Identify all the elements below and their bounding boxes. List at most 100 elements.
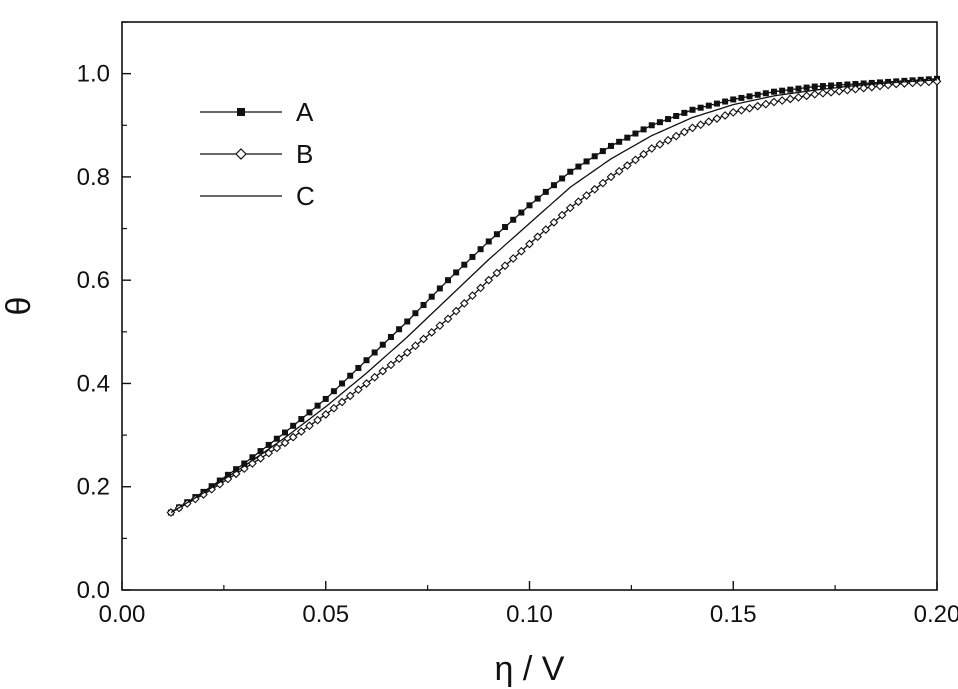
data-point-A — [387, 333, 394, 340]
data-point-A — [648, 122, 655, 129]
data-point-A — [322, 395, 329, 402]
data-point-B — [321, 410, 331, 419]
data-point-A — [762, 90, 769, 97]
data-point-B — [280, 438, 290, 448]
data-point-A — [518, 209, 525, 216]
data-point-B — [427, 327, 437, 337]
plot-border — [121, 21, 938, 591]
x-tick-label: 0.05 — [302, 601, 349, 628]
data-point-B — [720, 111, 730, 120]
data-point-B — [622, 161, 632, 170]
data-point-A — [445, 277, 451, 284]
data-point-B — [329, 403, 339, 413]
data-point-A — [249, 454, 256, 461]
data-point-B — [443, 314, 453, 324]
legend-label: C — [296, 181, 315, 211]
series-C — [170, 79, 938, 514]
x-tick-label: 0.20 — [914, 601, 958, 628]
data-point-A — [355, 364, 362, 371]
data-point-B — [875, 81, 885, 91]
data-point-A — [624, 134, 631, 141]
data-point-A — [852, 80, 859, 87]
data-point-B — [818, 88, 828, 98]
y-tick-label: 0.6 — [77, 267, 110, 294]
data-point-A — [534, 195, 541, 202]
data-point-B — [435, 321, 445, 330]
data-point-B — [769, 97, 779, 107]
data-point-B — [402, 348, 412, 357]
data-point-B — [606, 172, 616, 182]
data-point-B — [696, 120, 706, 130]
data-point-A — [689, 106, 696, 113]
data-point-B — [199, 490, 208, 499]
series-line-A — [170, 78, 938, 514]
data-point-A — [412, 310, 419, 317]
data-point-A — [616, 138, 623, 145]
data-point-B — [345, 391, 355, 401]
data-point-B — [794, 93, 803, 102]
legend-label: B — [296, 139, 313, 169]
data-point-A — [828, 82, 835, 89]
data-point-B — [525, 239, 534, 249]
data-point-B — [712, 114, 722, 123]
data-point-B — [394, 354, 404, 364]
data-point-B — [296, 427, 306, 436]
x-axis-title: η / V — [495, 650, 565, 688]
data-point-A — [265, 441, 272, 448]
data-point-B — [671, 131, 681, 141]
legend-label: A — [296, 97, 314, 127]
data-point-B — [785, 94, 795, 104]
data-point-A — [542, 188, 549, 195]
data-point-A — [787, 86, 794, 93]
plot-frame — [121, 21, 938, 591]
x-axis-ticks: 0.00 0.05 0.10 0.15 0.20 — [99, 581, 958, 628]
data-point-A — [730, 96, 737, 103]
data-point-A — [640, 126, 647, 133]
data-point-B — [631, 155, 640, 165]
data-point-B — [679, 127, 689, 137]
data-point-A — [575, 163, 582, 170]
data-point-A — [379, 341, 386, 348]
legend-marker — [237, 108, 245, 116]
data-point-A — [681, 109, 688, 116]
data-point-A — [257, 448, 264, 455]
data-point-A — [697, 104, 704, 111]
data-point-A — [836, 81, 843, 88]
data-point-B — [541, 225, 551, 234]
data-point-B — [777, 96, 787, 105]
data-point-B — [745, 103, 754, 113]
data-point-A — [722, 98, 729, 105]
data-point-B — [451, 306, 461, 316]
data-point-A — [436, 285, 443, 292]
data-point-A — [526, 202, 533, 209]
data-point-B — [655, 140, 665, 149]
data-point-A — [656, 119, 663, 126]
series-A — [167, 75, 940, 516]
data-point-A — [233, 466, 240, 473]
legend-item-C: C — [200, 181, 315, 211]
data-point-B — [386, 360, 396, 370]
data-point-B — [484, 275, 494, 285]
data-point-B — [728, 107, 738, 117]
data-point-B — [565, 203, 575, 213]
data-point-A — [298, 416, 305, 423]
data-point-B — [516, 246, 526, 256]
series-layer — [166, 75, 942, 517]
data-point-A — [599, 148, 606, 155]
data-point-B — [737, 105, 746, 115]
data-point-A — [363, 357, 370, 364]
data-point-A — [273, 435, 280, 442]
data-point-B — [753, 101, 763, 111]
data-point-B — [639, 149, 648, 159]
data-point-B — [272, 443, 282, 453]
data-point-B — [492, 268, 502, 278]
series-line-C — [170, 79, 938, 514]
data-point-A — [477, 246, 484, 253]
data-point-B — [508, 254, 518, 263]
data-point-A — [754, 91, 761, 98]
data-point-A — [550, 182, 557, 189]
data-point-B — [590, 184, 600, 194]
data-point-B — [761, 99, 771, 109]
data-point-B — [288, 432, 298, 442]
y-tick-label: 0.4 — [77, 370, 110, 397]
